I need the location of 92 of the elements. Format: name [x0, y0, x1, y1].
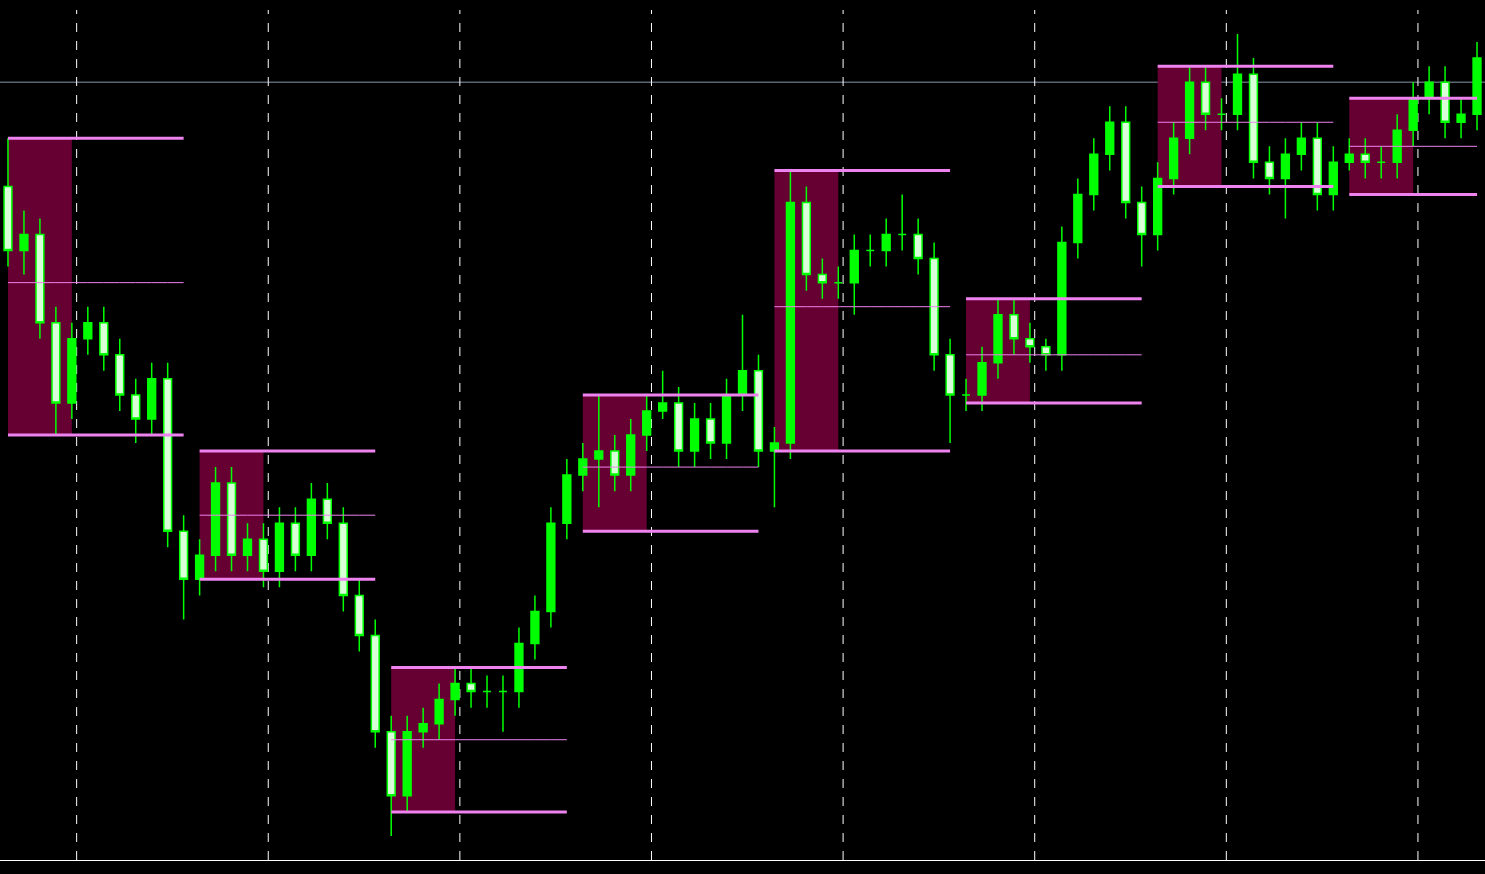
- candlestick: [1232, 33, 1243, 132]
- candlestick: [242, 522, 253, 573]
- candlestick: [658, 370, 668, 420]
- candlestick: [626, 418, 636, 492]
- candlestick: [51, 305, 61, 436]
- candlestick: [131, 378, 141, 444]
- candlestick: [993, 297, 1003, 380]
- candlestick: [67, 321, 77, 420]
- candlestick: [1041, 338, 1051, 372]
- candlestick: [1009, 297, 1019, 356]
- candlestick: [1121, 105, 1131, 220]
- candlestick: [1328, 145, 1338, 212]
- candlestick: [115, 338, 125, 412]
- candlestick: [322, 482, 332, 540]
- candlestick: [1376, 145, 1386, 180]
- candlestick: [482, 674, 492, 709]
- candlestick: [226, 466, 237, 573]
- candlestick: [434, 682, 444, 741]
- candlestick: [450, 666, 460, 717]
- candlestick: [386, 714, 396, 837]
- candlestick: [290, 506, 301, 573]
- candlestick: [753, 354, 764, 468]
- candlestick: [466, 666, 476, 709]
- candlestick: [865, 233, 875, 268]
- candlestick: [1264, 145, 1275, 196]
- candlestick: [1408, 81, 1418, 148]
- candlestick: [354, 578, 364, 653]
- candlestick: [83, 305, 93, 356]
- candlestick: [594, 394, 604, 508]
- candlestick: [1200, 65, 1211, 132]
- candlestick: [1137, 185, 1147, 268]
- candlestick: [194, 538, 205, 597]
- candlestick: [1168, 121, 1179, 196]
- candlestick: [1105, 105, 1115, 172]
- candlestick: [1184, 65, 1195, 156]
- candlestick: [418, 706, 428, 749]
- candlestick: [1456, 97, 1466, 140]
- candlestick: [1312, 121, 1322, 212]
- candlestick: [801, 185, 812, 292]
- candlestick: [1089, 137, 1099, 212]
- candlestick: [19, 209, 29, 276]
- candlestick: [99, 305, 109, 372]
- candlestick: [673, 386, 684, 468]
- candlestick: [705, 402, 716, 460]
- candlestick: [514, 626, 524, 709]
- candlestick: [913, 217, 923, 276]
- candlestick: [1073, 177, 1083, 260]
- candlestick: [546, 506, 556, 629]
- candlestick: [530, 594, 540, 661]
- candlestick: [769, 426, 780, 508]
- candlestick: [562, 458, 572, 540]
- candlestick: [163, 362, 173, 549]
- candlestick: [3, 137, 13, 268]
- candlestick: [35, 217, 45, 340]
- candlestick: [977, 346, 987, 412]
- candlestick: [610, 434, 620, 492]
- candlestick: [1025, 321, 1035, 364]
- candlestick: [402, 714, 412, 813]
- candlestick: [1440, 65, 1450, 140]
- candlestick: [1280, 137, 1291, 220]
- candlestick: [897, 193, 907, 252]
- candlestick: [210, 466, 221, 573]
- candlestick: [147, 362, 157, 436]
- candlestick: [945, 338, 955, 444]
- candlestick: [274, 506, 285, 589]
- candlestick: [338, 506, 348, 613]
- candlestick: [1248, 57, 1259, 180]
- candlestick: [833, 265, 843, 300]
- candlestick: [737, 313, 748, 412]
- candlestick: [881, 217, 891, 268]
- candlestick: [721, 378, 732, 460]
- candlestick: [929, 241, 939, 372]
- candlestick: [498, 674, 508, 733]
- candlestick: [1344, 137, 1354, 172]
- candlestick: [258, 522, 269, 589]
- candlestick: [1472, 41, 1482, 132]
- candlestick: [1392, 113, 1402, 180]
- candlestick: [642, 394, 652, 452]
- candlestick: [817, 257, 827, 300]
- candlestick: [370, 618, 380, 749]
- candlestick: [1360, 137, 1370, 180]
- candlestick: [849, 233, 859, 316]
- candlestick: [1424, 65, 1434, 115]
- candlestick: [306, 482, 317, 573]
- candlestick: [1296, 121, 1307, 172]
- candlestick: [578, 442, 588, 492]
- candlestick: [178, 514, 189, 621]
- candlestick: [785, 169, 796, 460]
- candlestick: [1153, 161, 1163, 252]
- candlestick: [1057, 225, 1067, 372]
- candlestick: [689, 402, 700, 468]
- candlestick: [1216, 97, 1227, 132]
